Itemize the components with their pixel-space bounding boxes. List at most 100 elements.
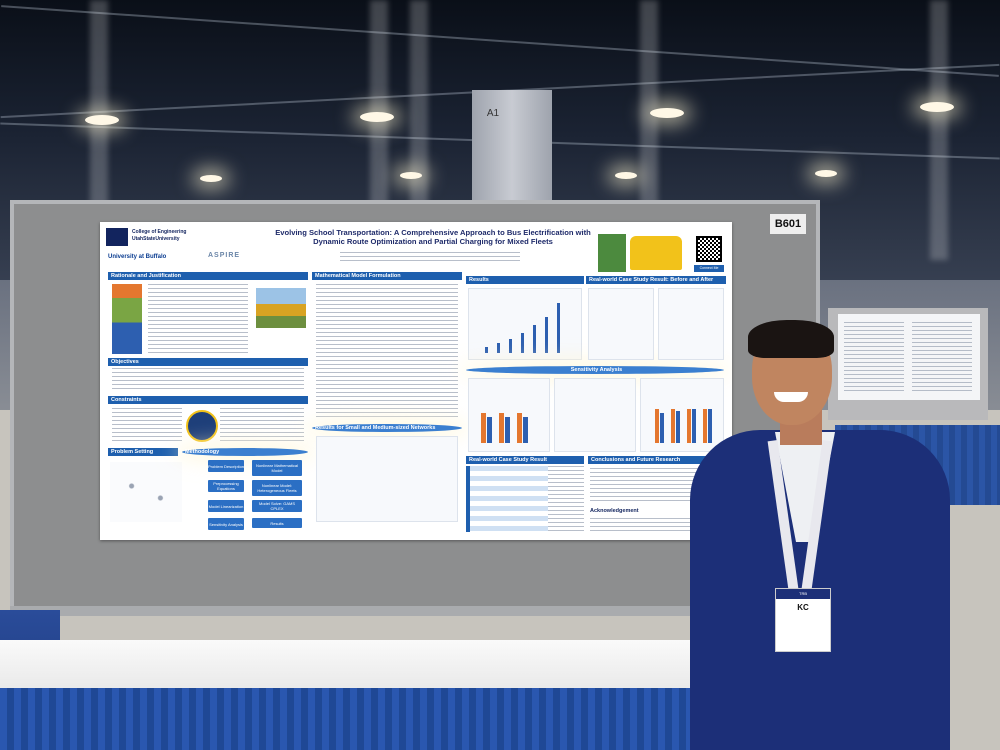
table-skirt	[0, 688, 760, 750]
chart-bar	[505, 417, 510, 443]
chart-bar	[708, 409, 712, 443]
poster-title-line: Dynamic Route Optimization and Partial C…	[313, 237, 553, 246]
chart-bar	[485, 347, 488, 353]
badge-name: KC	[797, 603, 809, 612]
school-bus-photo	[256, 288, 306, 328]
qr-code-icon	[696, 236, 722, 262]
section-heading: Objectives	[108, 358, 308, 366]
method-box: Model Solve: GAMS CPLEX	[252, 500, 302, 512]
ceiling-light	[360, 112, 394, 122]
poster-title-line: Evolving School Transportation: A Compre…	[275, 228, 591, 237]
chart-bar	[660, 413, 664, 443]
sensitivity-chart	[640, 378, 724, 452]
person-smile	[774, 392, 808, 402]
section-heading: Results	[466, 276, 584, 284]
booth-number: B601	[770, 214, 806, 234]
stacked-bar-figure	[112, 284, 142, 354]
chart-bar	[687, 409, 691, 443]
chart-bar	[517, 413, 522, 443]
method-box: Preprocessing Equations	[208, 480, 244, 492]
chart-bar	[655, 409, 659, 443]
poster-authors	[340, 252, 520, 262]
method-box: Nonlinear Model: Heterogeneous Fleets	[252, 480, 302, 496]
chart-bar	[692, 409, 696, 443]
qr-label: Connect Me	[694, 265, 724, 272]
chart-bar	[703, 409, 707, 443]
center-logo: ASPIRE	[208, 252, 241, 259]
section-heading: Results for Small and Medium-sized Netwo…	[312, 424, 462, 432]
college-name: College of Engineering	[132, 229, 187, 235]
sensitivity-chart	[468, 378, 550, 452]
poster-text-block	[220, 408, 304, 444]
light-beam	[370, 0, 388, 260]
research-poster: College of Engineering UtahStateUniversi…	[100, 222, 732, 540]
method-box: Results	[252, 518, 302, 528]
chart-bar	[509, 339, 512, 353]
method-box: Model Linearization	[208, 500, 244, 512]
ceiling-light	[400, 172, 422, 179]
chart-bar	[557, 303, 560, 353]
person-hair	[748, 320, 834, 358]
section-heading: Methodology	[182, 448, 308, 456]
equations-block	[316, 284, 458, 420]
section-heading: Mathematical Model Formulation	[312, 272, 462, 280]
poster-text-block	[590, 518, 722, 534]
chart-bar	[545, 317, 548, 353]
ceiling-truss	[1, 5, 999, 77]
results-table	[466, 466, 548, 532]
chart-bar	[487, 417, 492, 443]
chart-bar	[533, 325, 536, 353]
section-heading: Sensitivity Analysis	[466, 366, 724, 374]
poster-text-block	[844, 322, 904, 392]
route-network-figure	[316, 436, 458, 522]
sensitivity-chart	[554, 378, 636, 452]
chart-bar	[676, 411, 680, 443]
chart-bar	[499, 413, 504, 443]
method-box: Nonlinear Mathematical Model	[252, 460, 302, 476]
chart-bar	[497, 343, 500, 353]
ceiling-light	[650, 108, 684, 118]
section-heading: Rationale and Justification	[108, 272, 308, 280]
chart-bar	[671, 409, 675, 443]
poster-text-block	[112, 368, 304, 392]
light-beam	[930, 0, 948, 260]
route-map-after	[658, 288, 724, 360]
white-table	[0, 640, 760, 690]
section-heading: Problem Setting	[108, 448, 178, 456]
ceiling-light	[615, 172, 637, 179]
results-chart	[468, 288, 582, 360]
section-heading: Conclusions and Future Research	[588, 456, 724, 464]
ceiling-light	[85, 115, 119, 125]
chart-bar	[481, 413, 486, 443]
badge-logo-icon	[186, 410, 218, 442]
university-shield-icon	[106, 228, 128, 246]
name-badge: TRB KC	[775, 588, 831, 652]
university-name: University at Buffalo	[108, 254, 167, 260]
route-map-before	[588, 288, 654, 360]
section-heading: Acknowledgement	[590, 508, 639, 514]
column-sign: A1	[486, 108, 500, 119]
school-bus-icon	[630, 236, 682, 270]
ceiling-light	[200, 175, 222, 182]
light-beam	[410, 0, 428, 260]
light-beam	[640, 0, 658, 260]
chart-bar	[523, 417, 528, 443]
poster-title: Evolving School Transportation: A Compre…	[268, 228, 598, 246]
chart-bar	[521, 333, 524, 353]
photo-image	[598, 234, 626, 272]
section-heading: Constraints	[108, 396, 308, 404]
method-box: Sensitivity Analysis	[208, 518, 244, 530]
poster-board-base	[10, 606, 690, 616]
section-heading: Real-world Case Study Result: Before and…	[586, 276, 726, 284]
background-poster	[838, 314, 980, 400]
section-heading: Real-world Case Study Result	[466, 456, 584, 464]
university-name: UtahStateUniversity	[132, 236, 180, 242]
poster-text-block	[548, 466, 584, 532]
ceiling-light	[920, 102, 954, 112]
poster-text-block	[112, 408, 182, 444]
method-box: Problem Description	[208, 460, 244, 472]
badge-header: TRB	[776, 589, 830, 599]
poster-text-block	[912, 322, 972, 392]
ceiling-light	[815, 170, 837, 177]
light-beam	[90, 0, 108, 260]
